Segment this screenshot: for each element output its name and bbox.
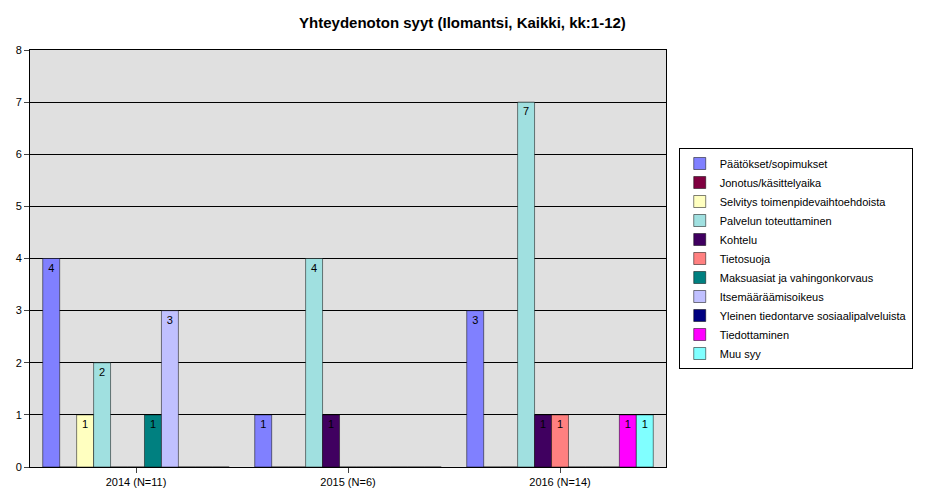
svg-text:Yleinen tiedontarve sosiaalipa: Yleinen tiedontarve sosiaalipalveluista <box>720 310 907 322</box>
svg-text:Kohtelu: Kohtelu <box>720 234 757 246</box>
svg-text:1: 1 <box>625 418 631 430</box>
svg-text:1: 1 <box>540 418 546 430</box>
svg-text:0: 0 <box>16 461 22 473</box>
svg-text:3: 3 <box>472 314 478 326</box>
svg-text:1: 1 <box>328 418 334 430</box>
svg-text:1: 1 <box>557 418 563 430</box>
svg-text:1: 1 <box>642 418 648 430</box>
svg-text:1: 1 <box>16 409 22 421</box>
svg-text:3: 3 <box>167 314 173 326</box>
svg-text:Tietosuoja: Tietosuoja <box>720 253 771 265</box>
svg-text:7: 7 <box>16 96 22 108</box>
svg-text:Muu syy: Muu syy <box>720 348 761 360</box>
svg-text:Päätökset/sopimukset: Päätökset/sopimukset <box>720 158 828 170</box>
svg-text:4: 4 <box>16 252 22 264</box>
svg-text:2: 2 <box>99 366 105 378</box>
svg-text:Palvelun toteuttaminen: Palvelun toteuttaminen <box>720 215 832 227</box>
svg-text:Maksuasiat ja vahingonkorvaus: Maksuasiat ja vahingonkorvaus <box>720 272 874 284</box>
svg-text:2: 2 <box>16 357 22 369</box>
svg-text:Selvitys toimenpidevaihtoehdoi: Selvitys toimenpidevaihtoehdoista <box>720 196 887 208</box>
svg-text:4: 4 <box>311 262 317 274</box>
svg-text:1: 1 <box>260 418 266 430</box>
svg-text:8: 8 <box>16 44 22 56</box>
svg-text:1: 1 <box>150 418 156 430</box>
svg-text:2015 (N=6): 2015 (N=6) <box>320 476 375 488</box>
svg-text:6: 6 <box>16 148 22 160</box>
svg-text:4: 4 <box>48 262 54 274</box>
svg-text:Itsemääräämisoikeus: Itsemääräämisoikeus <box>720 291 824 303</box>
svg-text:Yhteydenoton syyt (Ilomantsi,: Yhteydenoton syyt (Ilomantsi, Kaikki, kk… <box>299 14 626 31</box>
svg-text:5: 5 <box>16 200 22 212</box>
svg-text:3: 3 <box>16 304 22 316</box>
svg-text:7: 7 <box>523 105 529 117</box>
svg-text:Jonotus/käsittelyaika: Jonotus/käsittelyaika <box>720 177 822 189</box>
svg-text:1: 1 <box>82 418 88 430</box>
svg-text:2014 (N=11): 2014 (N=11) <box>106 476 167 488</box>
svg-text:Tiedottaminen: Tiedottaminen <box>720 329 789 341</box>
svg-text:2016 (N=14): 2016 (N=14) <box>529 476 590 488</box>
